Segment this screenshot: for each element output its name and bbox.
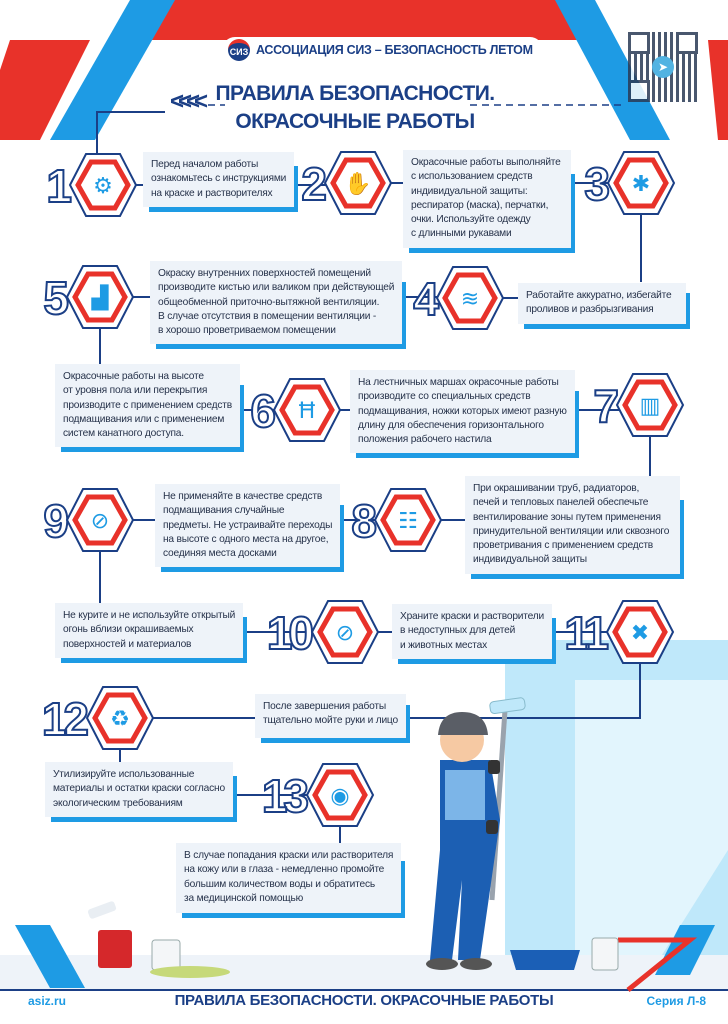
rule-text-box: Утилизируйте использованные материалы и …: [45, 762, 237, 822]
step-number: 2: [301, 158, 325, 210]
rule-text-box: При окрашивании труб, радиаторов, печей …: [465, 476, 684, 579]
rule-text-box: Окрасочные работы выполняйте с использов…: [403, 150, 575, 253]
qr-finder: [676, 32, 698, 54]
rule-text-box: Окрасочные работы на высоте от уровня по…: [55, 364, 244, 454]
organization-name: АССОЦИАЦИЯ СИЗ – БЕЗОПАСНОСТЬ ЛЕТОМ: [256, 43, 533, 57]
page-title-line1: ПРАВИЛА БЕЗОПАСНОСТИ.: [215, 82, 496, 105]
page-title-line2: ОКРАСОЧНЫЕ РАБОТЫ: [235, 110, 475, 133]
step-number: 8: [351, 495, 376, 547]
step-number: 1: [46, 160, 71, 212]
step-number: 4: [413, 273, 439, 325]
ladder-icon: ☷: [398, 509, 418, 534]
step-number: 7: [593, 380, 617, 432]
rule-text-box: В случае попадания краски или растворите…: [176, 843, 406, 918]
step-number: 10: [267, 607, 313, 659]
rule-text-box: После завершения работы тщательно мойте …: [255, 694, 410, 743]
step-number: 12: [42, 693, 88, 745]
rule-text-box: Окраску внутренних поверхностей помещени…: [150, 261, 407, 351]
rule-text-box: Не применяйте в качестве средств подмащи…: [155, 484, 345, 574]
step-number: 13: [262, 770, 308, 822]
organization-banner: СИЗ АССОЦИАЦИЯ СИЗ – БЕЗОПАСНОСТЬ ЛЕТОМ: [222, 37, 543, 63]
step-badge-8: 8 ☷: [350, 488, 443, 552]
qr-code[interactable]: ➤: [628, 32, 698, 102]
step-badge-11: 11 ✖: [563, 600, 675, 664]
step-number: 6: [250, 385, 274, 437]
association-logo: СИЗ: [228, 39, 250, 61]
rule-text-box: Храните краски и растворители в недоступ…: [392, 604, 556, 664]
step-number: 11: [564, 607, 608, 659]
step-badge-4: 4 ≋: [412, 266, 505, 330]
step-badge-10: 10 ⊘: [266, 600, 380, 664]
step-badge-1: 1 ⚙: [45, 153, 138, 217]
step-badge-3: 3 ✱: [583, 151, 676, 215]
qr-finder: [628, 32, 650, 54]
step-badge-5: 5 ▟: [42, 265, 135, 329]
step-number: 3: [584, 158, 608, 210]
step-badge-2: 2 ✋: [300, 151, 393, 215]
step-badge-13: 13 ◉: [261, 763, 375, 827]
footer-title: ПРАВИЛА БЕЗОПАСНОСТИ. ОКРАСОЧНЫЕ РАБОТЫ: [174, 992, 554, 1009]
painter-illustration: [426, 697, 526, 970]
series-label: Серия Л-8: [646, 994, 706, 1008]
chevrons-icon: <<<<: [170, 88, 208, 115]
ventilation-icon: ≋: [461, 287, 479, 312]
telegram-icon: ➤: [652, 56, 674, 78]
rule-text-box: Не курите и не используйте открытый огон…: [55, 603, 248, 663]
qr-finder: [628, 80, 650, 102]
radiator-icon: ▥: [640, 394, 661, 419]
manual-book-icon: ⚙: [93, 174, 113, 199]
rule-text-box: Работайте аккуратно, избегайте проливов …: [518, 283, 690, 329]
cigarette-icon: ⊘: [91, 509, 109, 534]
paint-storage-icon: ✖: [631, 621, 649, 646]
recycle-bin-icon: ♻: [110, 707, 130, 732]
stepladder-icon: Ħ: [297, 399, 317, 424]
step-badge-7: 7 ▥: [592, 373, 685, 437]
goggles-gloves-icon: ✋: [344, 171, 371, 197]
paint-brush-icon: ▟: [91, 284, 110, 311]
rule-text-box: На лестничных маршах окрасочные работы п…: [350, 370, 579, 460]
splash-icon: ✱: [632, 172, 650, 197]
website-link[interactable]: asiz.ru: [28, 994, 67, 1008]
step-badge-12: 12 ♻: [41, 686, 155, 750]
no-fire-icon: ⊘: [336, 621, 354, 646]
step-number: 5: [43, 272, 68, 324]
step-badge-9: 9 ⊘: [42, 488, 135, 552]
eye-drop-icon: ◉: [330, 784, 349, 809]
rule-text-box: Перед началом работы ознакомьтесь с инст…: [143, 152, 299, 212]
step-number: 9: [43, 495, 67, 547]
